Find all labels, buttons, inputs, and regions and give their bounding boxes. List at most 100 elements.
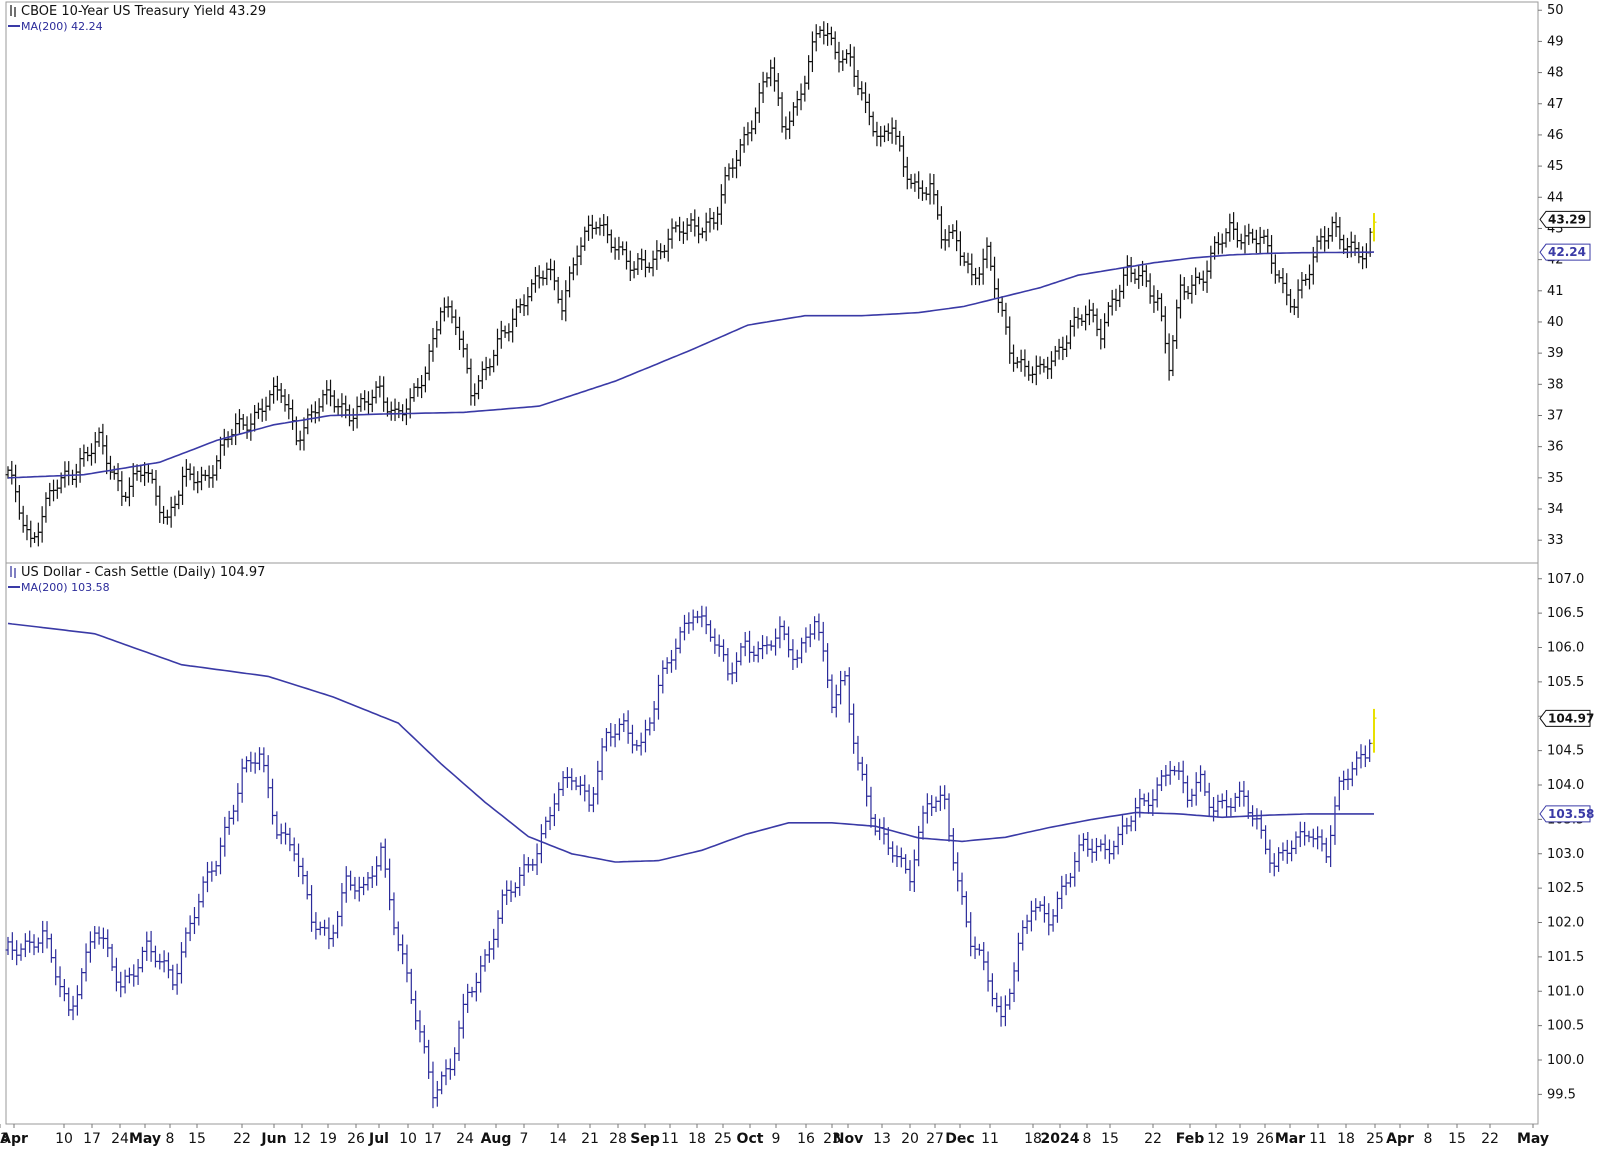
price-bar xyxy=(1119,815,1125,846)
price-bar xyxy=(88,443,94,466)
price-bar xyxy=(252,752,258,774)
price-bar xyxy=(521,854,527,886)
price-bar xyxy=(70,995,76,1021)
price-bar xyxy=(130,463,136,498)
series-title: CBOE 10-Year US Treasury Yield 43.29 xyxy=(21,4,266,19)
price-bar xyxy=(1146,792,1152,814)
price-bar xyxy=(1159,293,1165,322)
price-bar xyxy=(577,776,583,796)
price-bar xyxy=(126,967,132,984)
price-bar xyxy=(388,401,394,421)
price-bar xyxy=(787,111,793,139)
price-bar xyxy=(927,173,933,205)
x-tick-label: 11 xyxy=(981,1131,999,1147)
price-bar xyxy=(790,639,796,670)
price-bar xyxy=(449,300,455,324)
price-bar xyxy=(387,858,393,911)
price-bar xyxy=(213,860,219,876)
price-bar xyxy=(1295,279,1301,318)
x-tick-label: 11 xyxy=(1309,1131,1327,1147)
price-bar xyxy=(131,964,137,987)
price-bar xyxy=(806,55,812,90)
price-bar xyxy=(165,952,171,979)
price-bar xyxy=(457,316,463,350)
legend: CBOE 10-Year US Treasury Yield 43.29MA(2… xyxy=(8,4,266,33)
price-bar xyxy=(1306,830,1312,843)
price-bar xyxy=(669,218,675,249)
price-bar xyxy=(680,221,686,244)
price-bar xyxy=(354,396,360,429)
price-bar xyxy=(1265,228,1271,254)
price-bar xyxy=(742,631,748,657)
price-bar xyxy=(413,990,419,1030)
price-bar xyxy=(187,915,193,942)
price-bar xyxy=(842,670,848,686)
price-bar xyxy=(844,49,850,64)
price-bar xyxy=(1054,891,1060,923)
price-bar xyxy=(43,492,49,523)
price-bar xyxy=(305,408,311,435)
x-tick-label: 26 xyxy=(1256,1131,1274,1147)
price-bar xyxy=(1132,797,1138,832)
price-bar xyxy=(825,643,831,689)
price-bar xyxy=(105,929,111,958)
price-bar xyxy=(476,375,482,400)
price-bar xyxy=(274,811,280,840)
price-bar xyxy=(957,231,963,266)
price-bar xyxy=(270,778,276,825)
price-bar xyxy=(1033,355,1039,386)
price-bar xyxy=(882,125,888,143)
price-bar xyxy=(817,26,823,38)
price-bar xyxy=(236,409,242,434)
price-bar xyxy=(885,123,891,142)
price-bar xyxy=(716,634,722,657)
price-bar xyxy=(508,880,514,902)
price-bar xyxy=(760,635,766,660)
price-bar xyxy=(1276,847,1282,872)
price-bar xyxy=(1189,788,1195,807)
price-bar xyxy=(627,250,633,282)
x-tick-label: 8 xyxy=(166,1131,175,1147)
price-bar xyxy=(1360,246,1366,270)
price-bar xyxy=(586,215,592,241)
price-bar xyxy=(1293,831,1299,855)
price-bar xyxy=(1267,839,1273,873)
price-bar xyxy=(404,944,410,983)
y-tick-label: 36 xyxy=(1547,440,1564,455)
price-bar xyxy=(1172,765,1178,776)
y-tick-label: 33 xyxy=(1547,533,1564,548)
x-tick-label: 18 xyxy=(1337,1131,1355,1147)
price-bar xyxy=(221,428,227,456)
price-bar xyxy=(608,723,614,747)
price-bar xyxy=(1211,796,1217,822)
price-bar xyxy=(183,927,189,958)
x-tick-label: 10 xyxy=(55,1131,73,1147)
ma-value-label-box xyxy=(1539,243,1591,261)
price-bar xyxy=(897,130,903,152)
price-bar xyxy=(1322,226,1328,252)
price-bar xyxy=(1147,273,1153,304)
price-bar xyxy=(838,670,844,705)
price-bar xyxy=(816,613,822,641)
price-bar xyxy=(781,620,787,641)
price-bar xyxy=(775,73,781,106)
price-bar xyxy=(172,495,178,517)
price-bar xyxy=(1306,264,1312,290)
price-bar xyxy=(157,485,163,523)
price-bar xyxy=(976,266,982,286)
price-bar xyxy=(335,911,341,939)
price-bar xyxy=(725,648,731,681)
price-bar xyxy=(443,1059,449,1086)
price-bar xyxy=(794,649,800,668)
price-bar xyxy=(616,718,622,741)
price-bar xyxy=(851,46,857,87)
price-bar xyxy=(1241,780,1247,807)
price-bar xyxy=(673,638,679,670)
price-bar xyxy=(647,717,653,736)
price-bar xyxy=(233,413,239,446)
price-bar xyxy=(9,460,15,485)
price-bar xyxy=(434,1080,440,1107)
price-bar xyxy=(1117,284,1123,308)
price-bar xyxy=(777,616,783,649)
price-bar xyxy=(551,793,557,827)
